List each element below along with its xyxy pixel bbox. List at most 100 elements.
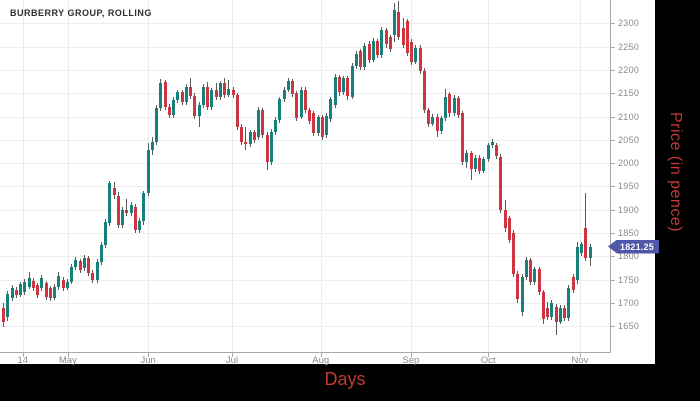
candle	[193, 95, 197, 117]
candle	[48, 288, 52, 298]
candle	[537, 269, 541, 292]
y-tick-label: 2150	[618, 88, 640, 99]
candle	[95, 262, 99, 281]
candle	[490, 141, 494, 146]
candle	[6, 293, 10, 318]
gridline-vertical	[67, 0, 69, 352]
candle	[231, 89, 235, 96]
y-tick-mark	[611, 46, 615, 48]
candle	[108, 183, 112, 223]
candle	[184, 86, 188, 103]
candle	[176, 92, 180, 101]
candle	[397, 12, 401, 37]
candle	[116, 195, 120, 225]
candle	[112, 188, 116, 196]
candle	[563, 307, 566, 318]
candle	[550, 303, 554, 318]
candle	[286, 81, 290, 90]
x-tick-label: Oct	[480, 355, 496, 366]
candle	[172, 100, 175, 116]
candle	[503, 209, 507, 229]
y-tick-mark	[611, 303, 615, 305]
candle-wick	[126, 199, 128, 217]
candle	[401, 27, 405, 46]
candle	[516, 274, 520, 300]
candle	[584, 227, 588, 258]
gridline-horizontal	[0, 186, 610, 188]
candle	[167, 106, 171, 116]
candle	[125, 209, 129, 214]
candle	[235, 95, 239, 127]
candle	[456, 97, 460, 115]
candle	[197, 104, 201, 117]
candle	[512, 233, 515, 275]
candle	[380, 29, 384, 55]
candle	[53, 286, 56, 298]
candle	[546, 307, 549, 318]
gridline-horizontal	[0, 279, 610, 281]
candle	[261, 110, 265, 136]
candle	[571, 277, 575, 290]
candle	[257, 110, 260, 137]
candle	[159, 82, 163, 109]
candle	[346, 78, 350, 97]
gridline-horizontal	[0, 139, 610, 141]
candle	[507, 218, 511, 240]
candle	[376, 41, 379, 55]
candle	[499, 156, 503, 210]
y-tick-mark	[611, 139, 615, 141]
gridline-horizontal	[0, 303, 610, 305]
candle-wick	[245, 127, 247, 151]
gridline-vertical	[320, 0, 322, 352]
candle	[533, 269, 537, 283]
candle	[329, 99, 333, 119]
candle	[57, 276, 61, 287]
candle	[418, 47, 422, 71]
candle	[146, 150, 150, 193]
y-tick-mark	[611, 279, 615, 281]
candle	[99, 245, 103, 263]
y-tick-mark	[611, 163, 615, 165]
candle	[524, 260, 528, 277]
y-tick-label: 1900	[618, 204, 640, 215]
candle	[10, 288, 14, 298]
x-tick-mark	[22, 353, 24, 357]
candle	[405, 20, 409, 54]
candle	[133, 207, 137, 230]
x-tick-label: Sep	[402, 355, 420, 366]
y-tick-mark	[611, 23, 615, 25]
candle	[320, 117, 324, 137]
candle	[78, 261, 82, 271]
y-axis-title: Price (in pence)	[667, 112, 684, 233]
y-tick-mark	[611, 256, 615, 258]
candle	[248, 132, 252, 145]
candle	[265, 135, 269, 162]
gridline-vertical	[488, 0, 490, 352]
y-tick-mark	[611, 233, 615, 235]
candle	[316, 117, 320, 134]
candle	[520, 276, 524, 313]
candle	[129, 205, 133, 214]
candle	[354, 53, 358, 67]
candle	[350, 66, 354, 97]
candle	[61, 279, 65, 288]
candle	[422, 70, 426, 111]
candle	[104, 221, 107, 246]
gridline-vertical	[22, 0, 24, 352]
candle	[218, 83, 222, 98]
candle	[359, 51, 362, 68]
x-tick-label: 14	[17, 355, 29, 366]
candle	[435, 116, 439, 132]
candle	[367, 43, 371, 60]
y-tick-mark	[611, 209, 615, 211]
candle	[27, 277, 31, 287]
candle	[388, 36, 392, 49]
x-tick-mark	[580, 353, 581, 357]
candle	[269, 131, 273, 162]
candle	[19, 284, 22, 296]
candle	[14, 289, 18, 296]
candle	[23, 282, 27, 292]
gridline-horizontal	[0, 69, 610, 71]
x-tick-mark	[67, 353, 69, 357]
